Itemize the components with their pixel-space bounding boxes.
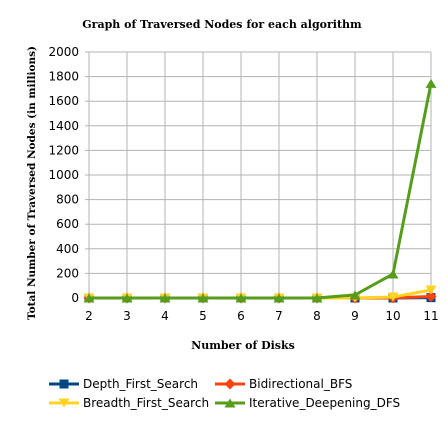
legend-item: Depth_First_Search (49, 377, 198, 391)
data-point (159, 293, 171, 303)
grid (85, 51, 432, 302)
x-axis-label: Number of Disks (191, 339, 295, 352)
legend-item: Breadth_First_Search (49, 396, 209, 410)
data-point (273, 293, 285, 303)
data-point (235, 293, 247, 303)
series-breadth-first-search (83, 285, 437, 303)
y-tick-labels: 0 200 400 600 800 1000 1200 1400 1600 1800 2000 (48, 45, 79, 305)
y-tick-label: 1400 (48, 119, 79, 133)
y-tick-label: 600 (56, 217, 79, 231)
legend-item: Iterative_Deepening_DFS (215, 396, 400, 410)
x-tick-labels: 2 3 4 5 6 7 8 9 10 11 (85, 309, 438, 323)
series-line (89, 83, 433, 300)
data-point (121, 293, 133, 303)
y-tick-label: 1200 (48, 143, 79, 157)
y-tick-label: 800 (56, 193, 79, 207)
x-tick-label: 6 (237, 309, 245, 323)
data-point (425, 285, 437, 295)
x-tick-label: 2 (85, 309, 93, 323)
x-tick-label: 10 (385, 309, 400, 323)
y-tick-label: 1800 (48, 70, 79, 84)
legend-label: Iterative_Deepening_DFS (249, 396, 400, 410)
data-point (349, 290, 361, 300)
legend-marker (59, 379, 69, 389)
legend-label: Bidirectional_BFS (249, 377, 352, 391)
legend-marker (224, 398, 236, 408)
data-point (425, 291, 437, 303)
x-tick-label: 7 (275, 309, 283, 323)
y-tick-label: 200 (56, 266, 79, 280)
series-group (83, 78, 437, 304)
y-tick-label: 0 (71, 291, 79, 305)
y-axis-label: Total Number of Traversed Nodes (in mill… (26, 46, 38, 320)
y-tick-label: 1600 (48, 94, 79, 108)
y-tick-label: 1000 (48, 168, 79, 182)
chart-title: Graph of Traversed Nodes for each algori… (82, 18, 362, 31)
x-tick-label: 8 (313, 309, 321, 323)
x-tick-label: 9 (351, 309, 359, 323)
x-tick-label: 3 (123, 309, 131, 323)
legend-marker (224, 378, 236, 390)
legend: Depth_First_Search Bidirectional_BFS Bread… (49, 377, 400, 410)
x-tick-label: 11 (423, 309, 438, 323)
legend-label: Depth_First_Search (83, 377, 198, 391)
legend-label: Breadth_First_Search (83, 396, 209, 410)
legend-marker (58, 398, 70, 408)
data-point (387, 269, 399, 279)
data-point (387, 292, 399, 302)
data-point (83, 293, 95, 303)
y-tick-label: 400 (56, 242, 79, 256)
x-tick-label: 4 (161, 309, 169, 323)
data-point (197, 293, 209, 303)
x-tick-label: 5 (199, 309, 207, 323)
legend-item: Bidirectional_BFS (215, 377, 352, 391)
series-iterative-deepening-dfs (83, 78, 437, 303)
data-point (311, 293, 323, 303)
data-point (425, 78, 437, 88)
y-tick-label: 2000 (48, 45, 79, 59)
